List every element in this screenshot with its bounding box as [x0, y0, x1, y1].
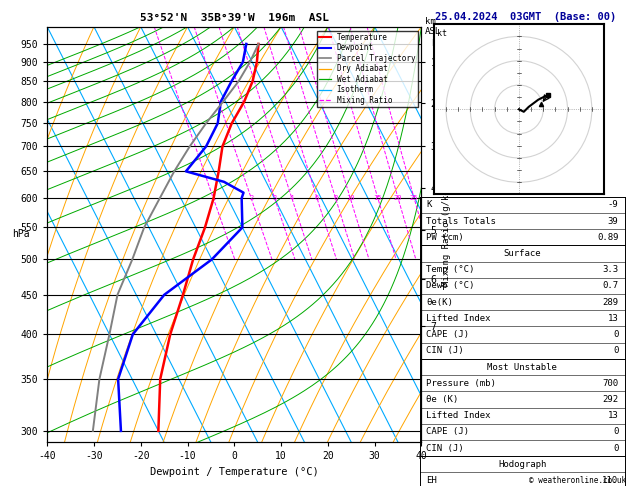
Text: 13: 13 — [608, 314, 618, 323]
Text: Hodograph: Hodograph — [498, 460, 547, 469]
Text: Dewp (°C): Dewp (°C) — [426, 281, 475, 291]
Text: 0: 0 — [613, 330, 618, 339]
Text: 4: 4 — [290, 195, 294, 201]
Text: 39: 39 — [608, 217, 618, 226]
X-axis label: Dewpoint / Temperature (°C): Dewpoint / Temperature (°C) — [150, 467, 319, 477]
Text: 0.7: 0.7 — [603, 281, 618, 291]
Text: CIN (J): CIN (J) — [426, 444, 464, 452]
Text: 8: 8 — [333, 195, 338, 201]
Text: -9: -9 — [608, 200, 618, 209]
Legend: Temperature, Dewpoint, Parcel Trajectory, Dry Adiabat, Wet Adiabat, Isotherm, Mi: Temperature, Dewpoint, Parcel Trajectory… — [317, 31, 418, 107]
Text: Lifted Index: Lifted Index — [426, 411, 491, 420]
Text: Most Unstable: Most Unstable — [487, 363, 557, 371]
Title: 53°52'N  35B°39'W  196m  ASL: 53°52'N 35B°39'W 196m ASL — [140, 13, 329, 23]
Text: Temp (°C): Temp (°C) — [426, 265, 475, 274]
Y-axis label: Mixing Ratio (g/kg): Mixing Ratio (g/kg) — [442, 183, 451, 286]
Text: PW (cm): PW (cm) — [426, 233, 464, 242]
Text: CAPE (J): CAPE (J) — [426, 427, 469, 436]
Text: 700: 700 — [603, 379, 618, 388]
Text: 10: 10 — [346, 195, 355, 201]
Text: Lifted Index: Lifted Index — [426, 314, 491, 323]
Text: 0.89: 0.89 — [597, 233, 618, 242]
Text: 25: 25 — [410, 195, 418, 201]
Text: LCL: LCL — [431, 39, 446, 48]
Text: K: K — [426, 200, 431, 209]
Text: 6: 6 — [315, 195, 319, 201]
Text: 20: 20 — [394, 195, 403, 201]
Text: θe(K): θe(K) — [426, 298, 453, 307]
Text: 13: 13 — [608, 411, 618, 420]
Text: CAPE (J): CAPE (J) — [426, 330, 469, 339]
Text: 0: 0 — [613, 427, 618, 436]
Text: km
ASL: km ASL — [425, 17, 441, 36]
Text: hPa: hPa — [12, 229, 30, 240]
Text: Pressure (mb): Pressure (mb) — [426, 379, 496, 388]
Text: 110: 110 — [603, 476, 618, 485]
Text: 1: 1 — [211, 195, 216, 201]
Text: 289: 289 — [603, 298, 618, 307]
Text: EH: EH — [426, 476, 437, 485]
Text: © weatheronline.co.uk: © weatheronline.co.uk — [529, 476, 626, 485]
Text: 3: 3 — [272, 195, 277, 201]
Text: 0: 0 — [613, 444, 618, 452]
Text: Surface: Surface — [504, 249, 541, 258]
Text: 0: 0 — [613, 347, 618, 355]
Text: kt: kt — [437, 29, 447, 38]
Text: 3.3: 3.3 — [603, 265, 618, 274]
Text: 25.04.2024  03GMT  (Base: 00): 25.04.2024 03GMT (Base: 00) — [435, 12, 616, 22]
Text: θe (K): θe (K) — [426, 395, 459, 404]
Text: CIN (J): CIN (J) — [426, 347, 464, 355]
Text: 15: 15 — [374, 195, 382, 201]
Text: Totals Totals: Totals Totals — [426, 217, 496, 226]
Text: 292: 292 — [603, 395, 618, 404]
Text: 2: 2 — [249, 195, 253, 201]
